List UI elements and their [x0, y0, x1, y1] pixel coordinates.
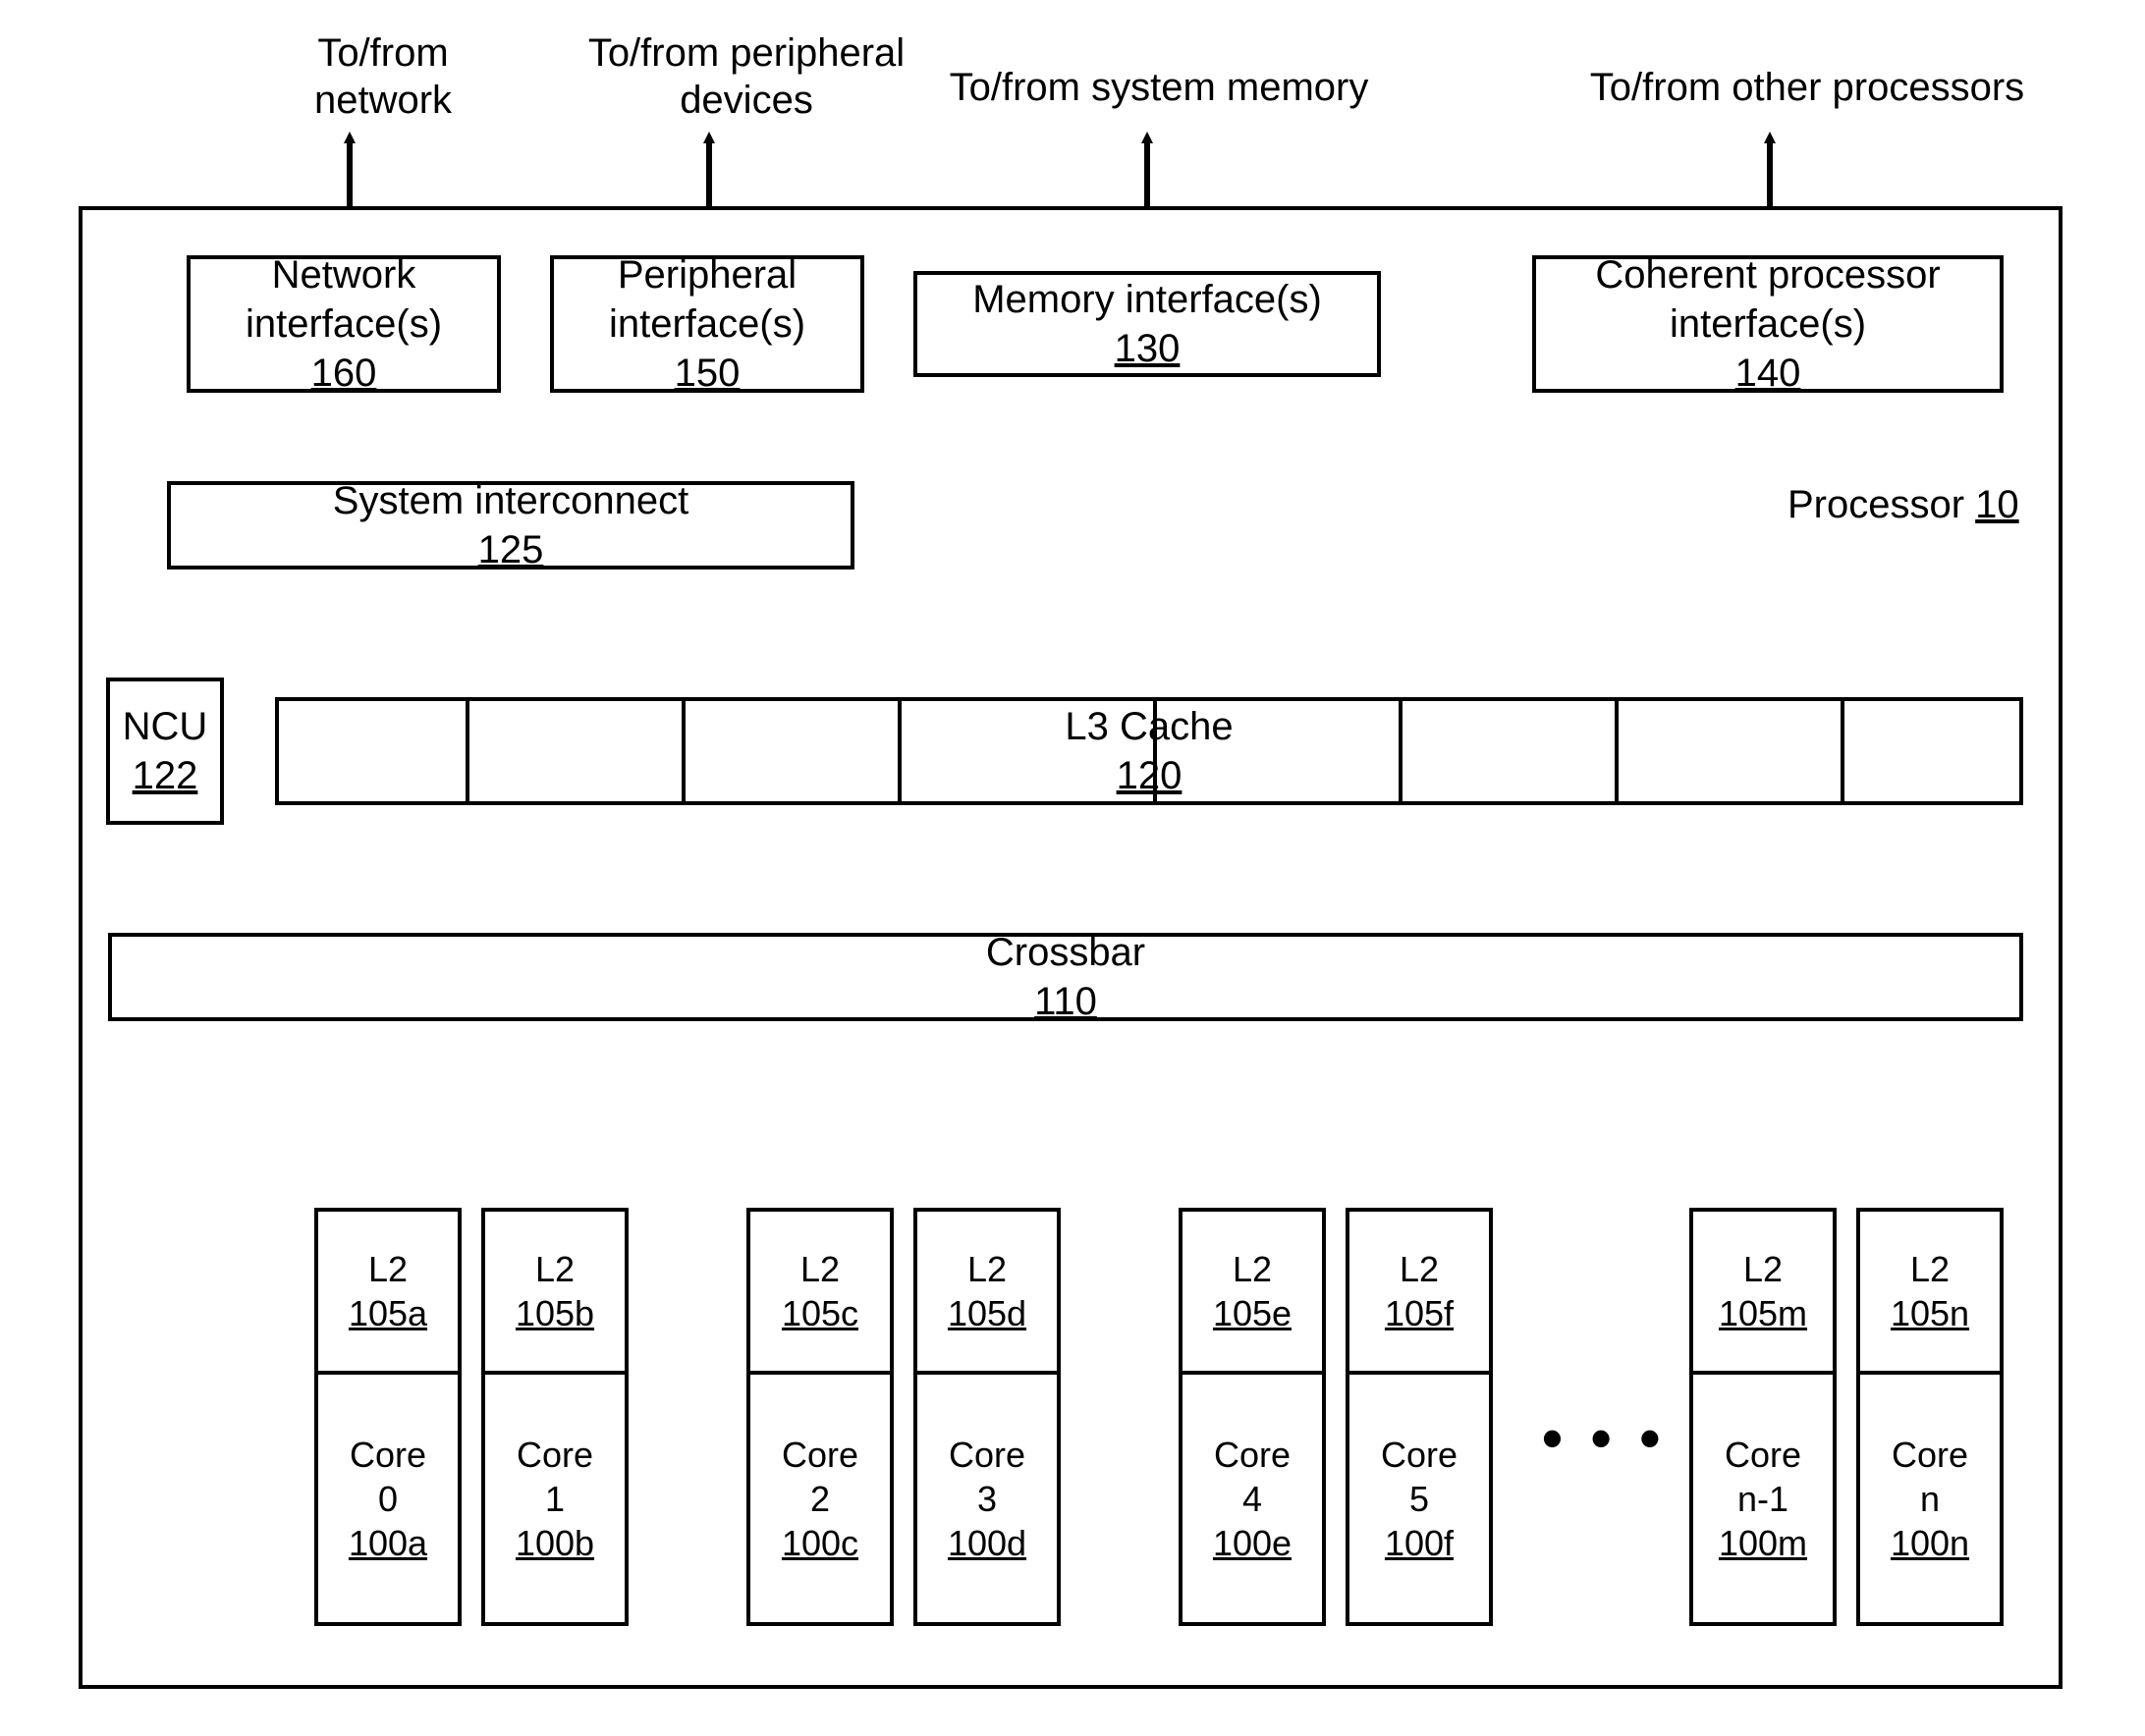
core-box: Core4100e: [1179, 1371, 1326, 1626]
core-box: Core3100d: [913, 1371, 1061, 1626]
coherent-interface-box: Coherent processorinterface(s) 140: [1532, 255, 2004, 393]
l3-cache-box: L3 Cache 120: [275, 697, 2023, 805]
core-box: Coren-1100m: [1689, 1371, 1837, 1626]
core-box: Core2100c: [746, 1371, 894, 1626]
l2-cache-box: L2105n: [1856, 1208, 2004, 1375]
external-label-network: To/fromnetwork: [255, 29, 511, 124]
l2-cache-box: L2105c: [746, 1208, 894, 1375]
external-label-processors: To/from other processors: [1512, 64, 2102, 111]
peripheral-interface-box: Peripheralinterface(s) 150: [550, 255, 864, 393]
crossbar-box: Crossbar 110: [108, 933, 2023, 1021]
network-interface-box: Networkinterface(s) 160: [187, 255, 501, 393]
l2-cache-box: L2105a: [314, 1208, 462, 1375]
l2-cache-box: L2105f: [1346, 1208, 1493, 1375]
l2-cache-box: L2105e: [1179, 1208, 1326, 1375]
ncu-box: NCU122: [106, 678, 224, 825]
system-interconnect-box: System interconnect 125: [167, 481, 854, 570]
ellipsis-icon: • • •: [1542, 1404, 1666, 1472]
processor-label: Processor 10: [1788, 481, 2019, 528]
core-box: Coren100n: [1856, 1371, 2004, 1626]
core-box: Core0100a: [314, 1371, 462, 1626]
memory-interface-box: Memory interface(s) 130: [913, 271, 1381, 377]
l2-cache-box: L2105d: [913, 1208, 1061, 1375]
diagram-canvas: To/fromnetwork To/from peripheraldevices…: [0, 0, 2145, 1736]
l2-cache-box: L2105m: [1689, 1208, 1837, 1375]
core-box: Core5100f: [1346, 1371, 1493, 1626]
external-label-memory: To/from system memory: [884, 64, 1434, 111]
core-box: Core1100b: [481, 1371, 629, 1626]
l2-cache-box: L2105b: [481, 1208, 629, 1375]
